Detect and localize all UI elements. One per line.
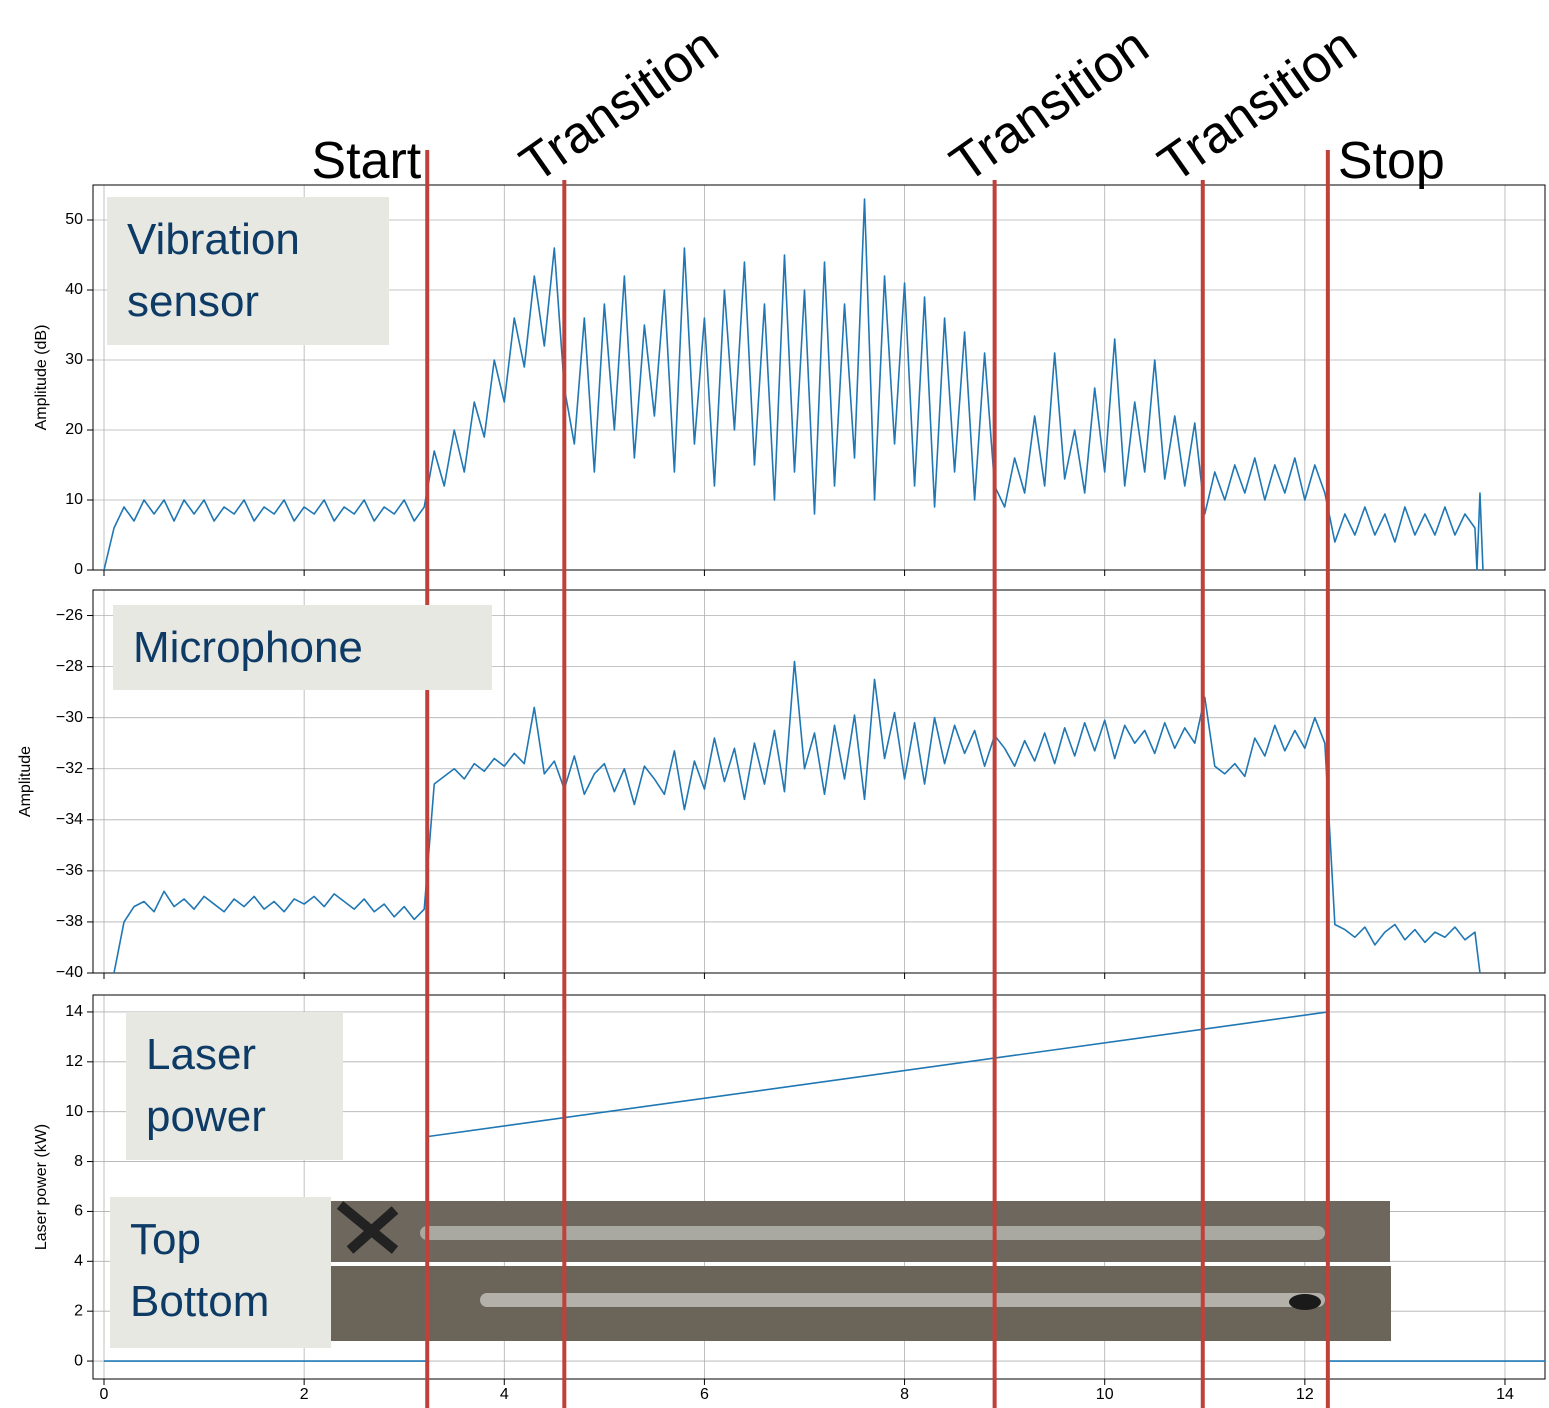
event-label: Stop	[1338, 132, 1445, 190]
weld-bottom-hole	[1289, 1294, 1321, 1310]
x-tick-label: 0	[100, 1386, 109, 1403]
y-tick-label: 14	[65, 1003, 83, 1020]
y-tick-label: 40	[65, 281, 83, 298]
panel-label: Laser power	[126, 1012, 343, 1160]
y-tick-label: −38	[56, 913, 83, 930]
y-tick-label: −36	[56, 862, 83, 879]
x-tick-label: 12	[1296, 1386, 1314, 1403]
x-tick-label: 2	[300, 1386, 309, 1403]
figure: 01020304050Amplitude (dB)−40−38−36−34−32…	[0, 0, 1549, 1408]
y-tick-label: −30	[56, 709, 83, 726]
event-label: Transition	[1148, 16, 1367, 193]
y-tick-label: −34	[56, 811, 83, 828]
y-tick-label: 12	[65, 1053, 83, 1070]
event-label: Start	[311, 132, 421, 190]
y-tick-label: 8	[74, 1153, 83, 1170]
weld-top-seam	[420, 1226, 1325, 1240]
y-tick-label: 20	[65, 421, 83, 438]
photo-label-box: Top Bottom	[110, 1197, 331, 1348]
event-label: Transition	[940, 16, 1159, 193]
event-label: Transition	[510, 16, 729, 193]
y-axis-label: Laser power (kW)	[33, 1124, 50, 1250]
photo-label: Bottom	[130, 1271, 311, 1333]
y-tick-label: 0	[74, 561, 83, 578]
photo-label: Top	[130, 1209, 311, 1271]
x-tick-label: 6	[700, 1386, 709, 1403]
y-axis-label: Amplitude (dB)	[33, 325, 50, 431]
y-tick-label: 10	[65, 491, 83, 508]
x-tick-label: 14	[1496, 1386, 1514, 1403]
y-tick-label: 30	[65, 351, 83, 368]
x-tick-label: 4	[500, 1386, 509, 1403]
y-tick-label: −28	[56, 658, 83, 675]
weld-photo	[331, 1201, 1391, 1341]
panel-label: Vibration sensor	[107, 197, 389, 345]
y-tick-label: 50	[65, 211, 83, 228]
panel-label: Microphone	[113, 605, 492, 690]
y-tick-label: −26	[56, 607, 83, 624]
weld-bottom-seam	[480, 1293, 1325, 1307]
x-tick-label: 10	[1096, 1386, 1114, 1403]
y-tick-label: 0	[74, 1352, 83, 1369]
y-tick-label: −32	[56, 760, 83, 777]
y-tick-label: 10	[65, 1103, 83, 1120]
y-tick-label: 4	[74, 1253, 83, 1270]
data-line	[114, 661, 1480, 973]
x-tick-label: 8	[900, 1386, 909, 1403]
y-tick-label: −40	[56, 964, 83, 981]
y-tick-label: 2	[74, 1302, 83, 1319]
y-axis-label: Amplitude	[17, 746, 34, 817]
y-tick-label: 6	[74, 1203, 83, 1220]
